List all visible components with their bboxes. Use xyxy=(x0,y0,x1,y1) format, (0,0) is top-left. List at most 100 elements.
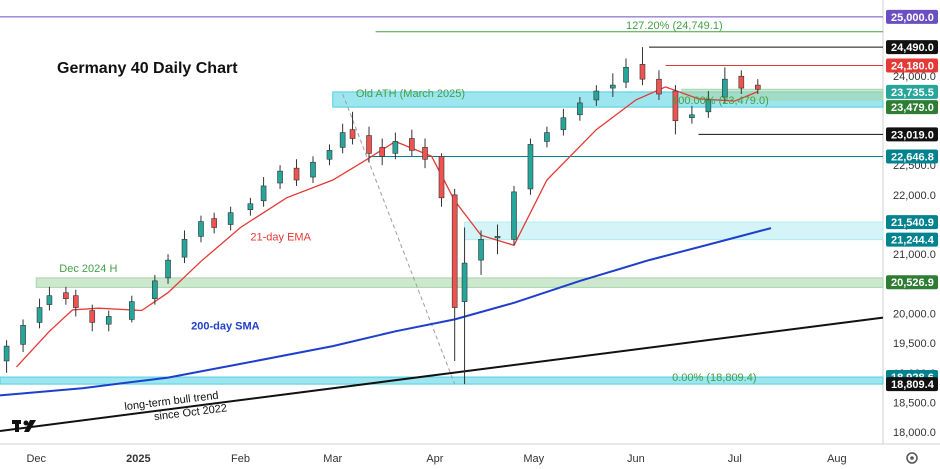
candle-body xyxy=(310,161,316,178)
x-tick-label: Mar xyxy=(323,453,342,465)
y-tick-label: 21,000.0 xyxy=(893,249,936,261)
annotation-2: 100.00% (23,479.0) xyxy=(672,95,769,107)
candle-body xyxy=(3,345,10,362)
annotations-layer: 127.20% (24,749.1) Old ATH (March 2025) 10… xyxy=(59,20,768,423)
candle-body xyxy=(339,132,346,148)
y-tick-label: 19,500.0 xyxy=(893,338,936,350)
price-badge-label: 23,735.5 xyxy=(891,87,934,99)
candle-body xyxy=(152,280,158,299)
candle-body xyxy=(128,301,135,320)
candle-body xyxy=(181,239,188,258)
candle-body xyxy=(63,292,69,299)
price-badge-bg xyxy=(886,58,938,73)
levels-layer xyxy=(0,16,883,157)
price-badge-label: 21,540.9 xyxy=(891,217,934,229)
gear-icon[interactable] xyxy=(906,452,918,464)
candle-body xyxy=(610,84,616,89)
price-badge-label: 18,809.4 xyxy=(891,379,935,391)
annotation-3: 21-day EMA xyxy=(250,231,311,243)
candle-body xyxy=(593,90,600,101)
candle-body xyxy=(754,84,761,90)
long-term-trendline xyxy=(0,316,884,432)
candle-body xyxy=(46,295,53,305)
candle-body xyxy=(438,155,445,199)
price-badge-label: 21,244.4 xyxy=(891,235,935,247)
y-tick-label: 20,000.0 xyxy=(893,308,936,320)
price-badge-label: 23,019.0 xyxy=(891,129,934,141)
zone-4 xyxy=(681,88,884,101)
annotation-0: 127.20% (24,749.1) xyxy=(626,20,723,32)
x-tick-label: Aug xyxy=(827,453,847,465)
annotation-1: Old ATH (March 2025) xyxy=(356,88,465,100)
candle-body xyxy=(227,212,234,225)
candle-body xyxy=(392,141,399,154)
x-tick-label: Jun xyxy=(627,453,645,465)
candle-body xyxy=(409,138,415,151)
candle-body xyxy=(379,147,385,157)
candle-body xyxy=(326,150,333,160)
y-tick-label: 24,000.0 xyxy=(893,71,936,83)
x-tick-label: Apr xyxy=(426,453,443,465)
fib-dashed-line xyxy=(342,93,456,385)
candle-body xyxy=(36,307,43,323)
candle-body xyxy=(422,147,428,160)
candle-body xyxy=(198,221,204,237)
candle-body xyxy=(211,218,217,228)
price-badge-label: 23,479.0 xyxy=(891,102,934,114)
candle-body xyxy=(451,194,458,308)
y-tick-label: 18,500.0 xyxy=(893,397,936,409)
candle-body xyxy=(247,203,254,210)
candle-body xyxy=(165,259,171,279)
candle-body xyxy=(623,67,629,83)
zone-3 xyxy=(0,376,884,385)
annotation-5: 200-day SMA xyxy=(191,320,260,332)
candle-body xyxy=(527,144,534,190)
price-badge-label: 20,526.9 xyxy=(891,277,934,289)
price-badge-bg xyxy=(886,275,938,290)
y-tick-label: 18,000.0 xyxy=(893,427,936,439)
candle-body xyxy=(656,78,662,95)
price-badge-bg xyxy=(886,149,938,164)
x-tick-label: Dec xyxy=(26,453,46,465)
x-tick-label: 2025 xyxy=(126,453,150,465)
candle-body xyxy=(105,316,112,325)
candles-layer xyxy=(3,47,761,385)
price-badge-bg xyxy=(886,127,938,142)
candle-body xyxy=(461,262,468,302)
candle-body xyxy=(478,239,484,261)
price-badge-bg xyxy=(886,100,938,115)
candle-body xyxy=(293,167,300,181)
candle-body xyxy=(689,114,695,119)
candle-body xyxy=(260,185,267,202)
candle-body xyxy=(89,310,96,323)
price-badge-label: 22,646.8 xyxy=(891,151,934,163)
candle-body xyxy=(672,90,679,122)
price-badge-label: 25,000.0 xyxy=(891,12,934,24)
zones-layer xyxy=(0,88,884,385)
annotation-4: Dec 2024 H xyxy=(59,263,117,275)
price-badge-label: 24,180.0 xyxy=(891,61,934,73)
candle-body xyxy=(277,170,283,184)
x-tick-label: Jul xyxy=(728,453,742,465)
candle-body xyxy=(366,135,372,154)
price-badge-bg xyxy=(886,232,938,247)
candle-body xyxy=(560,117,567,130)
chart-title: Germany 40 Daily Chart xyxy=(57,60,238,77)
price-badge-label: 24,490.0 xyxy=(891,42,934,54)
y-tick-label: 22,000.0 xyxy=(893,190,936,202)
candle-body xyxy=(511,191,517,240)
candle-body xyxy=(20,325,26,345)
candle-body xyxy=(72,295,79,308)
sma-200-line xyxy=(0,227,772,397)
price-badge-bg xyxy=(886,40,938,55)
price-badge-bg xyxy=(886,377,938,392)
candle-body xyxy=(494,236,501,239)
annotation-6: 0.00% (18,809.4) xyxy=(672,372,756,384)
time-axis[interactable]: Dec 2025 Feb Mar Apr May Jun Jul Aug xyxy=(26,453,846,465)
zone-1 xyxy=(464,221,884,241)
x-tick-label: May xyxy=(523,453,544,465)
candle-body xyxy=(544,132,550,142)
tradingview-logo-icon[interactable] xyxy=(12,420,36,432)
candle-body xyxy=(577,102,583,116)
